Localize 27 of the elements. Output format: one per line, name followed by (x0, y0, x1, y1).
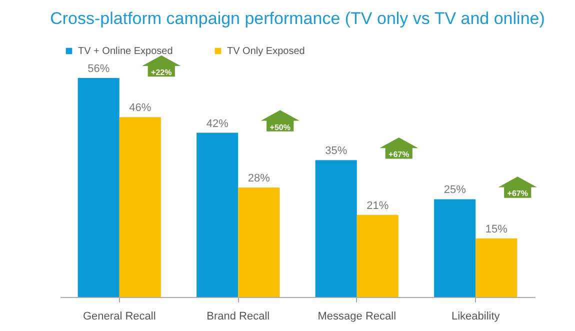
legend-label: TV + Online Exposed (78, 46, 173, 57)
data-label: 28% (248, 172, 270, 184)
x-tick-label: Message Recall (318, 310, 396, 322)
data-label: 42% (206, 118, 229, 130)
x-tick-label: Brand Recall (206, 310, 270, 322)
legend-label: TV Only Exposed (227, 46, 305, 57)
annotation: +67% (388, 150, 410, 160)
text: +22% (151, 68, 172, 77)
bar (434, 199, 476, 297)
chart-title: Cross-platform campaign performance (TV only vs TV and online) (50, 9, 545, 28)
bar (78, 78, 120, 297)
bar (196, 132, 238, 297)
bar (476, 238, 518, 297)
bar (356, 214, 398, 297)
data-label: 25% (444, 184, 466, 196)
data-label: 21% (366, 200, 389, 212)
bar (238, 188, 280, 297)
annotation: +67% (507, 189, 528, 198)
x-tick-label: Likeability (451, 310, 500, 322)
annotation: +50% (270, 122, 290, 132)
data-label: 35% (325, 145, 348, 158)
bar (315, 160, 357, 297)
data-label: 46% (129, 102, 152, 114)
data-label: 15% (485, 223, 508, 236)
data-label: 56% (88, 63, 110, 75)
bar (119, 117, 161, 297)
x-tick-label: General Recall (82, 310, 156, 322)
